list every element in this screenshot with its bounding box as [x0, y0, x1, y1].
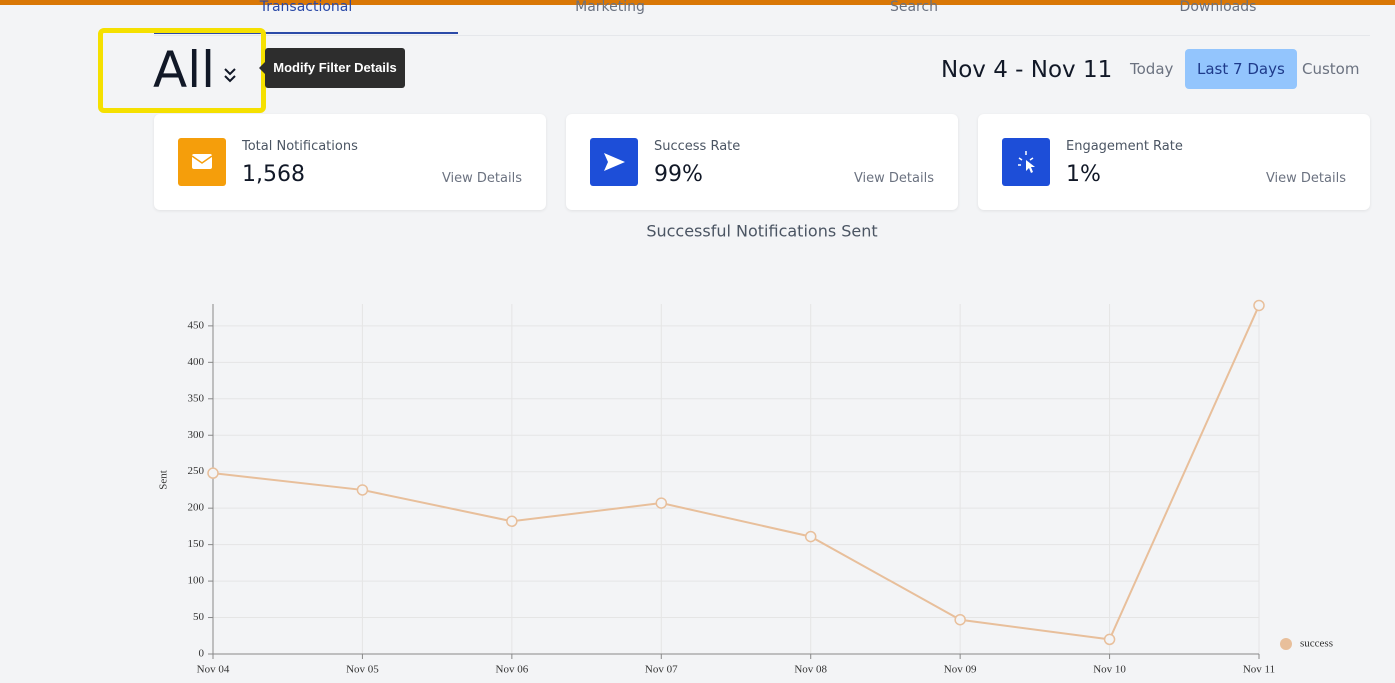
card-icon [590, 138, 638, 186]
card-title: Engagement Rate [1066, 139, 1183, 154]
filter-label[interactable]: All [153, 41, 215, 99]
chart-title: Successful Notifications Sent [646, 222, 877, 241]
tooltip: Modify Filter Details [259, 48, 405, 88]
range-button[interactable]: Today [1130, 60, 1174, 78]
series-line [212, 305, 1260, 641]
x-tick-label: Nov 05 [346, 664, 379, 676]
x-tick-label: Nov 08 [794, 664, 827, 676]
y-tick-label: 50 [193, 611, 205, 623]
card-link[interactable]: View Details [853, 171, 934, 186]
chart: Successful Notifications Sent Sent Nov 0… [158, 222, 1333, 676]
tab[interactable]: Transactional [154, 0, 458, 34]
y-tick-label: 450 [188, 319, 205, 331]
x-tick-label: Nov 11 [1243, 664, 1275, 676]
tab[interactable]: Marketing [575, 0, 645, 15]
x-tick-label: Nov 09 [944, 664, 977, 676]
filter-chevron[interactable] [222, 66, 238, 84]
x-tick-label: Nov 06 [496, 664, 529, 676]
card-title: Success Rate [654, 139, 741, 154]
card-link[interactable]: View Details [1265, 171, 1346, 186]
top-bar [0, 0, 1395, 5]
stat-card: Success Rate 99% View Details [566, 114, 958, 210]
y-tick-label: 200 [188, 502, 205, 514]
y-tick-label: 250 [188, 465, 205, 477]
data-point [804, 530, 817, 543]
tab-divider [154, 35, 1370, 36]
y-axis-label: Sent [158, 470, 170, 490]
card-icon [1002, 138, 1050, 186]
range-button[interactable]: Custom [1302, 60, 1360, 78]
card-icon [178, 138, 226, 186]
y-tick-label: 0 [199, 648, 205, 660]
x-tick-label: Nov 10 [1093, 664, 1126, 676]
tab[interactable]: Downloads [1179, 0, 1257, 15]
data-point [655, 497, 668, 509]
y-tick-label: 400 [188, 356, 205, 368]
data-point [207, 467, 219, 479]
data-point [356, 484, 369, 496]
stat-card: Total Notifications 1,568 View Details [154, 114, 546, 210]
stat-card: Engagement Rate 1% View Details [978, 114, 1370, 210]
card-value: 99% [654, 162, 703, 187]
x-tick-label: Nov 07 [645, 664, 678, 676]
card-title: Total Notifications [242, 139, 358, 154]
card-value: 1,568 [242, 162, 305, 187]
data-point [954, 613, 966, 626]
y-tick-label: 300 [188, 429, 205, 441]
legend-label: success [1300, 638, 1333, 650]
data-point [1253, 299, 1265, 312]
tab[interactable]: Search [889, 0, 939, 15]
y-tick-label: 150 [188, 538, 205, 550]
date-range: Nov 4 - Nov 11 [941, 57, 1113, 83]
data-point [1103, 633, 1116, 646]
y-tick-label: 350 [188, 392, 205, 404]
range-button[interactable]: Last 7 Days [1185, 49, 1297, 89]
card-link[interactable]: View Details [441, 171, 522, 186]
y-tick-label: 100 [188, 575, 205, 587]
card-value: 1% [1066, 162, 1101, 187]
x-tick-label: Nov 04 [197, 664, 230, 676]
legend-swatch [1280, 638, 1292, 650]
data-point [506, 515, 518, 528]
